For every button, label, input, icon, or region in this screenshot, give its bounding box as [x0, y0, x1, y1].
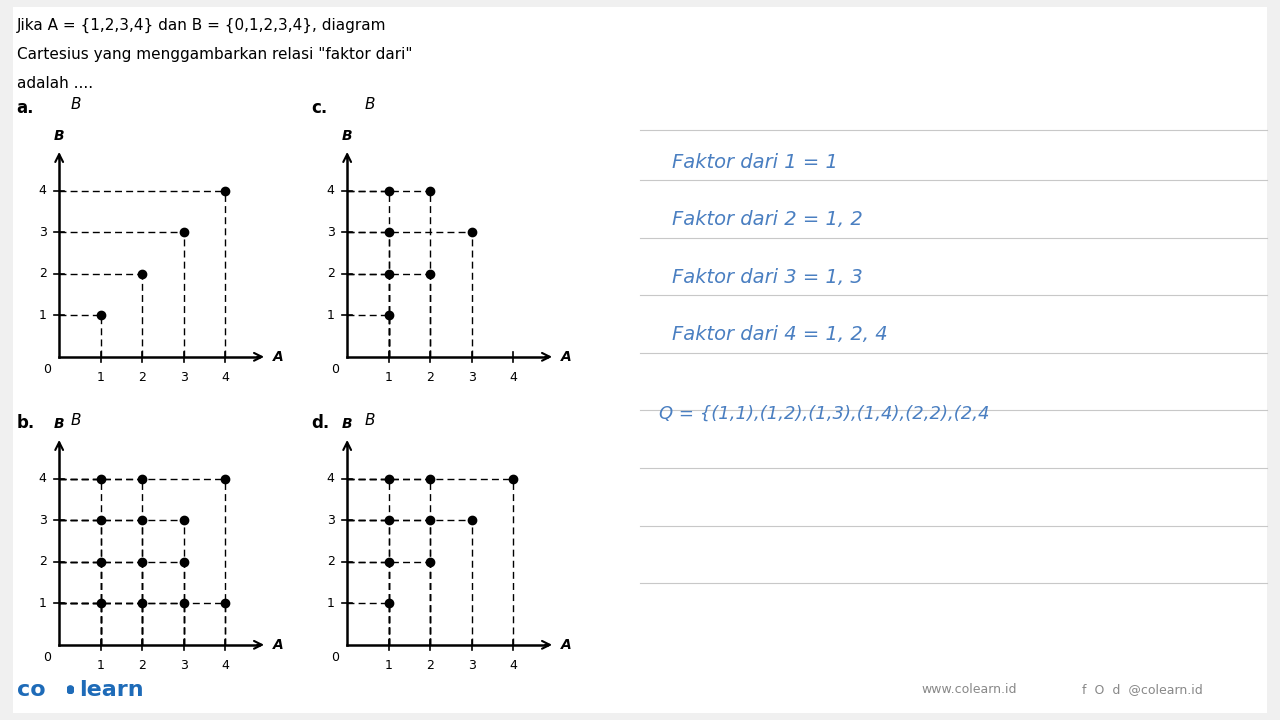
- Text: B: B: [54, 417, 64, 431]
- Text: 1: 1: [326, 309, 334, 322]
- Text: c.: c.: [311, 99, 328, 117]
- Text: 3: 3: [180, 660, 188, 672]
- Text: co: co: [17, 680, 45, 700]
- Text: www.colearn.id: www.colearn.id: [922, 683, 1018, 696]
- Text: 1: 1: [97, 660, 105, 672]
- Text: 4: 4: [221, 660, 229, 672]
- Text: Faktor dari 1 = 1: Faktor dari 1 = 1: [672, 153, 838, 171]
- Text: 4: 4: [38, 472, 46, 485]
- Text: 3: 3: [180, 372, 188, 384]
- Text: Cartesius yang menggambarkan relasi "faktor dari": Cartesius yang menggambarkan relasi "fak…: [17, 47, 412, 62]
- Text: 1: 1: [385, 660, 393, 672]
- Text: 0: 0: [42, 363, 51, 376]
- Text: 4: 4: [509, 660, 517, 672]
- Text: learn: learn: [79, 680, 143, 700]
- Text: 3: 3: [326, 513, 334, 527]
- Text: 1: 1: [326, 597, 334, 610]
- Text: 1: 1: [385, 372, 393, 384]
- Text: Faktor dari 4 = 1, 2, 4: Faktor dari 4 = 1, 2, 4: [672, 325, 887, 344]
- Text: 2: 2: [38, 267, 46, 280]
- Text: B: B: [342, 417, 352, 431]
- Text: b.: b.: [17, 414, 35, 432]
- Text: 3: 3: [468, 660, 476, 672]
- Text: 3: 3: [326, 225, 334, 239]
- Text: 1: 1: [38, 597, 46, 610]
- Text: 2: 2: [426, 660, 434, 672]
- Text: 2: 2: [38, 555, 46, 568]
- Text: A: A: [273, 638, 284, 652]
- Text: B: B: [54, 129, 64, 143]
- Text: 3: 3: [38, 513, 46, 527]
- Text: Q = {(1,1),(1,2),(1,3),(1,4),(2,2),(2,4: Q = {(1,1),(1,2),(1,3),(1,4),(2,2),(2,4: [659, 405, 989, 423]
- Text: adalah ....: adalah ....: [17, 76, 92, 91]
- Text: A: A: [561, 350, 572, 364]
- Text: A: A: [273, 350, 284, 364]
- Text: A: A: [561, 638, 572, 652]
- Text: Faktor dari 2 = 1, 2: Faktor dari 2 = 1, 2: [672, 210, 863, 229]
- Text: B: B: [342, 129, 352, 143]
- Text: Jika A = {1,2,3,4} dan B = {0,1,2,3,4}, diagram: Jika A = {1,2,3,4} dan B = {0,1,2,3,4}, …: [17, 18, 387, 33]
- Text: 1: 1: [38, 309, 46, 322]
- Text: d.: d.: [311, 414, 329, 432]
- Text: B: B: [70, 413, 81, 428]
- Text: 3: 3: [38, 225, 46, 239]
- Text: 4: 4: [509, 372, 517, 384]
- Text: a.: a.: [17, 99, 35, 117]
- Text: 4: 4: [38, 184, 46, 197]
- Text: 3: 3: [468, 372, 476, 384]
- Text: 2: 2: [326, 555, 334, 568]
- Text: Faktor dari 3 = 1, 3: Faktor dari 3 = 1, 3: [672, 268, 863, 287]
- Text: 0: 0: [330, 651, 339, 664]
- Text: 1: 1: [97, 372, 105, 384]
- Text: 2: 2: [138, 372, 146, 384]
- Text: 4: 4: [326, 184, 334, 197]
- Text: 2: 2: [326, 267, 334, 280]
- Circle shape: [67, 686, 74, 693]
- Text: B: B: [70, 97, 81, 112]
- Text: 4: 4: [221, 372, 229, 384]
- Text: 0: 0: [330, 363, 339, 376]
- Text: B: B: [365, 97, 375, 112]
- Text: 2: 2: [426, 372, 434, 384]
- Text: 4: 4: [326, 472, 334, 485]
- Text: f  O  d  @colearn.id: f O d @colearn.id: [1082, 683, 1202, 696]
- Text: 0: 0: [42, 651, 51, 664]
- Text: B: B: [365, 413, 375, 428]
- Text: 2: 2: [138, 660, 146, 672]
